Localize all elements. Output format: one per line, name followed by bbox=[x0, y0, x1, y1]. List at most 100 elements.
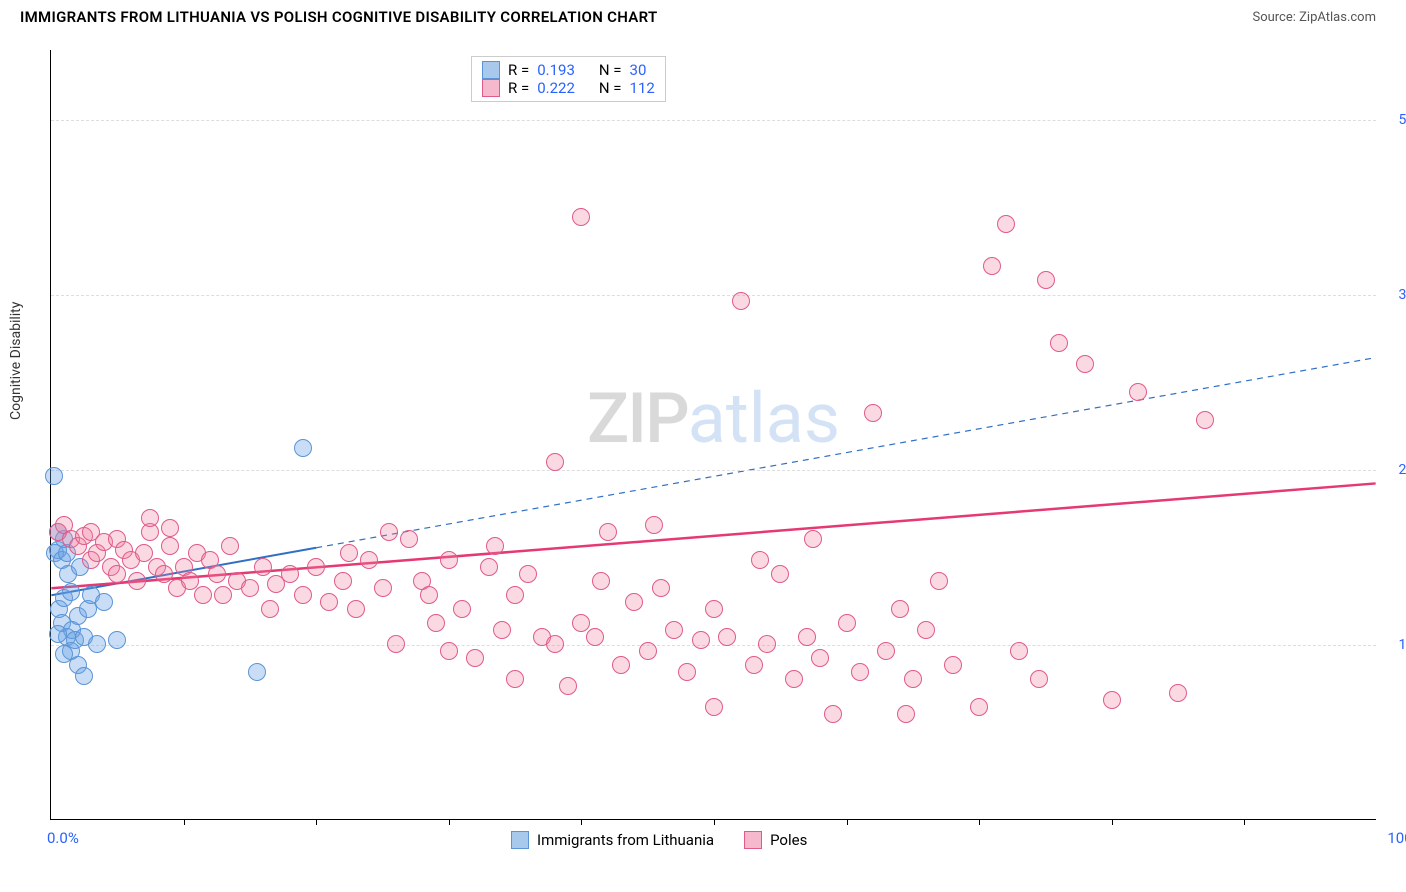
data-point bbox=[254, 558, 272, 576]
data-point bbox=[897, 705, 915, 723]
data-point bbox=[493, 621, 511, 639]
series-swatch bbox=[482, 79, 500, 97]
correlation-stats-box: R =0.193N =30R =0.222N =112 bbox=[471, 56, 666, 102]
data-point bbox=[864, 404, 882, 422]
data-point bbox=[559, 677, 577, 695]
data-point bbox=[751, 551, 769, 569]
data-point bbox=[427, 614, 445, 632]
data-point bbox=[824, 705, 842, 723]
data-point bbox=[141, 509, 159, 527]
gridline bbox=[51, 295, 1376, 296]
data-point bbox=[983, 257, 1001, 275]
data-point bbox=[400, 530, 418, 548]
data-point bbox=[466, 649, 484, 667]
x-tick bbox=[1112, 819, 1113, 825]
data-point bbox=[944, 656, 962, 674]
data-point bbox=[758, 635, 776, 653]
data-point bbox=[194, 586, 212, 604]
y-axis-label: Cognitive Disability bbox=[8, 302, 24, 420]
data-point bbox=[281, 565, 299, 583]
data-point bbox=[75, 667, 93, 685]
data-point bbox=[586, 628, 604, 646]
data-point bbox=[1103, 691, 1121, 709]
data-point bbox=[1196, 411, 1214, 429]
gridline bbox=[51, 470, 1376, 471]
data-point bbox=[877, 642, 895, 660]
data-point bbox=[128, 572, 146, 590]
data-point bbox=[572, 208, 590, 226]
data-point bbox=[387, 635, 405, 653]
stats-row: R =0.222N =112 bbox=[482, 79, 655, 97]
legend-swatch bbox=[511, 831, 529, 849]
data-point bbox=[221, 537, 239, 555]
data-point bbox=[639, 642, 657, 660]
data-point bbox=[453, 600, 471, 618]
r-value: 0.222 bbox=[537, 79, 575, 97]
data-point bbox=[108, 565, 126, 583]
data-point bbox=[88, 635, 106, 653]
data-point bbox=[652, 579, 670, 597]
data-point bbox=[997, 215, 1015, 233]
data-point bbox=[420, 586, 438, 604]
data-point bbox=[592, 572, 610, 590]
data-point bbox=[49, 625, 67, 643]
data-point bbox=[1010, 642, 1028, 660]
data-point bbox=[705, 600, 723, 618]
x-tick bbox=[184, 819, 185, 825]
scatter-chart: ZIPatlas R =0.193N =30R =0.222N =112 0.0… bbox=[50, 50, 1376, 820]
data-point bbox=[904, 670, 922, 688]
data-point bbox=[705, 698, 723, 716]
y-tick-label: 12.5% bbox=[1398, 637, 1406, 653]
data-point bbox=[248, 663, 266, 681]
r-label: R = bbox=[508, 79, 529, 97]
data-point bbox=[665, 621, 683, 639]
data-point bbox=[161, 519, 179, 537]
x-tick bbox=[979, 819, 980, 825]
data-point bbox=[486, 537, 504, 555]
data-point bbox=[851, 663, 869, 681]
data-point bbox=[45, 467, 63, 485]
data-point bbox=[380, 523, 398, 541]
x-axis-max-label: 100.0% bbox=[1387, 829, 1406, 847]
data-point bbox=[732, 292, 750, 310]
data-point bbox=[294, 586, 312, 604]
data-point bbox=[214, 586, 232, 604]
data-point bbox=[347, 600, 365, 618]
data-point bbox=[645, 516, 663, 534]
r-label: R = bbox=[508, 61, 529, 79]
source-attribution: Source: ZipAtlas.com bbox=[1252, 10, 1376, 25]
series-swatch bbox=[482, 61, 500, 79]
data-point bbox=[294, 439, 312, 457]
data-point bbox=[340, 544, 358, 562]
data-point bbox=[838, 614, 856, 632]
data-point bbox=[360, 551, 378, 569]
y-tick-label: 37.5% bbox=[1398, 287, 1406, 303]
data-point bbox=[804, 530, 822, 548]
data-point bbox=[771, 565, 789, 583]
data-point bbox=[480, 558, 498, 576]
data-point bbox=[891, 600, 909, 618]
x-tick bbox=[714, 819, 715, 825]
data-point bbox=[1129, 383, 1147, 401]
data-point bbox=[612, 656, 630, 674]
data-point bbox=[1050, 334, 1068, 352]
stats-row: R =0.193N =30 bbox=[482, 61, 655, 79]
data-point bbox=[930, 572, 948, 590]
data-point bbox=[785, 670, 803, 688]
data-point bbox=[718, 628, 736, 646]
legend-label: Poles bbox=[770, 831, 807, 849]
data-point bbox=[678, 663, 696, 681]
watermark: ZIPatlas bbox=[587, 378, 840, 460]
data-point bbox=[506, 670, 524, 688]
data-point bbox=[546, 453, 564, 471]
data-point bbox=[798, 628, 816, 646]
data-point bbox=[108, 631, 126, 649]
data-point bbox=[625, 593, 643, 611]
data-point bbox=[546, 635, 564, 653]
data-point bbox=[745, 656, 763, 674]
gridline bbox=[51, 645, 1376, 646]
gridline bbox=[51, 120, 1376, 121]
x-tick bbox=[1244, 819, 1245, 825]
legend-item: Immigrants from Lithuania bbox=[511, 831, 714, 849]
data-point bbox=[440, 551, 458, 569]
